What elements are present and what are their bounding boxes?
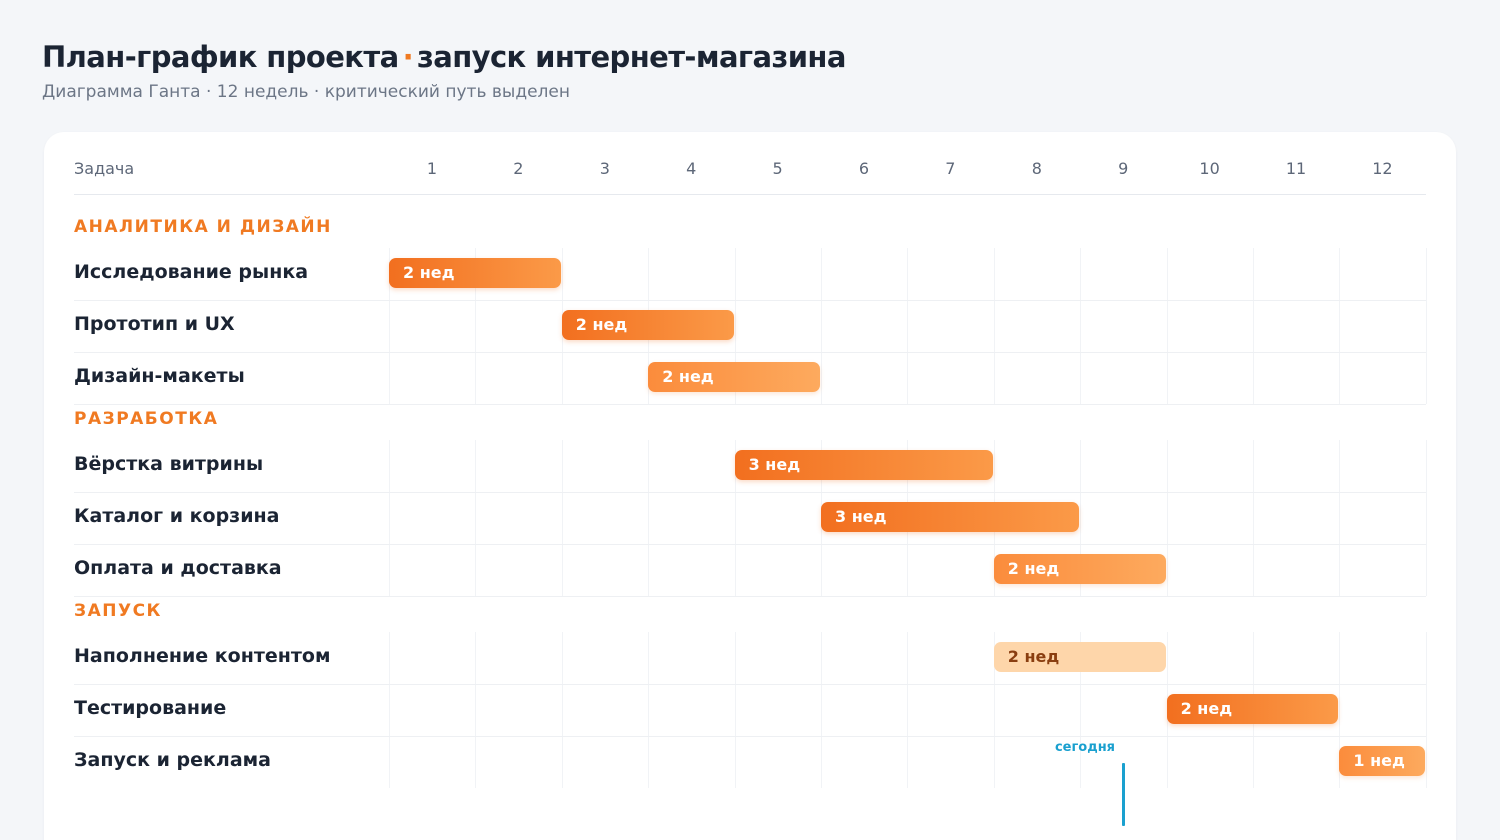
task-bar: 2 нед: [1166, 694, 1339, 724]
page-subtitle: Диаграмма Ганта · 12 недель · критически…: [42, 82, 570, 102]
row-divider: [74, 492, 1426, 493]
week-label: 8: [1031, 159, 1042, 178]
week-label: 9: [1118, 159, 1129, 178]
grid-column: [821, 248, 822, 404]
grid-column: [561, 632, 563, 788]
grid-column: [821, 632, 822, 788]
phase-label: ЗАПУСК: [74, 601, 162, 621]
week-label: 1: [426, 159, 438, 178]
grid-column: [734, 248, 736, 404]
grid-column: [734, 440, 736, 596]
title-main: План-график проекта: [42, 40, 399, 74]
task-bar: 1 нед: [1339, 746, 1425, 776]
week-label: 10: [1199, 159, 1220, 178]
week-label: 6: [858, 159, 870, 178]
grid-column: [1339, 632, 1341, 788]
grid-column: [561, 440, 563, 596]
row-divider: [74, 300, 1426, 301]
title-sub: запуск интернет-магазина: [416, 40, 846, 74]
week-label: 12: [1372, 159, 1393, 178]
week-label: 2: [513, 159, 524, 178]
task-name: Запуск и реклама: [74, 749, 272, 771]
week-label: 4: [686, 159, 697, 178]
task-bar: 2 нед: [993, 554, 1166, 584]
grid-column: [1425, 440, 1427, 596]
week-label: 7: [945, 159, 956, 178]
gantt-card: [44, 132, 1456, 840]
grid-column: [993, 248, 995, 404]
grid-column: [1339, 248, 1341, 404]
phase-divider: [74, 596, 1426, 597]
task-bar: 2 нед: [389, 258, 561, 288]
task-name: Вёрстка витрины: [74, 453, 264, 475]
grid-column: [1166, 248, 1168, 404]
grid-column: [1080, 632, 1082, 788]
task-bar: 2 нед: [993, 642, 1166, 672]
phase-divider: [74, 404, 1426, 405]
grid-column: [1166, 440, 1168, 596]
week-label: 11: [1285, 159, 1307, 178]
grid-column: [648, 632, 650, 788]
grid-column: [1339, 440, 1341, 596]
row-divider: [74, 684, 1426, 685]
grid-column: [475, 248, 477, 404]
grid-column: [389, 632, 390, 788]
grid-column: [907, 632, 909, 788]
task-name: Дизайн-макеты: [74, 365, 245, 387]
column-header-task: Задача: [74, 159, 135, 178]
grid-column: [1080, 440, 1082, 596]
title-separator: ·: [402, 40, 414, 74]
grid-column: [475, 632, 477, 788]
today-line: [1122, 763, 1126, 826]
task-bar: 3 нед: [734, 450, 993, 480]
task-name: Исследование рынка: [74, 261, 309, 283]
task-name: Прототип и UX: [74, 313, 235, 335]
header-divider: [74, 194, 1426, 195]
task-bar: 3 нед: [821, 502, 1080, 532]
grid-column: [1425, 632, 1427, 788]
row-divider: [74, 352, 1426, 353]
week-label: 3: [599, 159, 610, 178]
week-label: 5: [772, 159, 783, 178]
task-bar: 2 нед: [648, 362, 820, 392]
phase-label: АНАЛИТИКА И ДИЗАЙН: [74, 217, 332, 237]
task-name: Тестирование: [74, 697, 227, 719]
today-label: сегодня: [1054, 740, 1116, 755]
row-divider: [74, 544, 1426, 545]
phase-label: РАЗРАБОТКА: [74, 409, 219, 429]
grid-column: [1253, 248, 1254, 404]
row-divider: [74, 736, 1426, 737]
grid-column: [907, 248, 909, 404]
grid-column: [389, 440, 390, 596]
grid-column: [1253, 440, 1254, 596]
page-title: План-график проекта · запуск интернет-мага…: [42, 40, 846, 74]
grid-column: [993, 632, 995, 788]
task-name: Каталог и корзина: [74, 505, 280, 527]
grid-column: [475, 440, 477, 596]
grid-column: [389, 248, 390, 404]
grid-column: [734, 632, 736, 788]
grid-column: [1425, 248, 1427, 404]
grid-column: [648, 440, 650, 596]
task-name: Наполнение контентом: [74, 645, 331, 667]
task-bar: 2 нед: [561, 310, 734, 340]
grid-column: [1080, 248, 1082, 404]
task-name: Оплата и доставка: [74, 557, 282, 579]
